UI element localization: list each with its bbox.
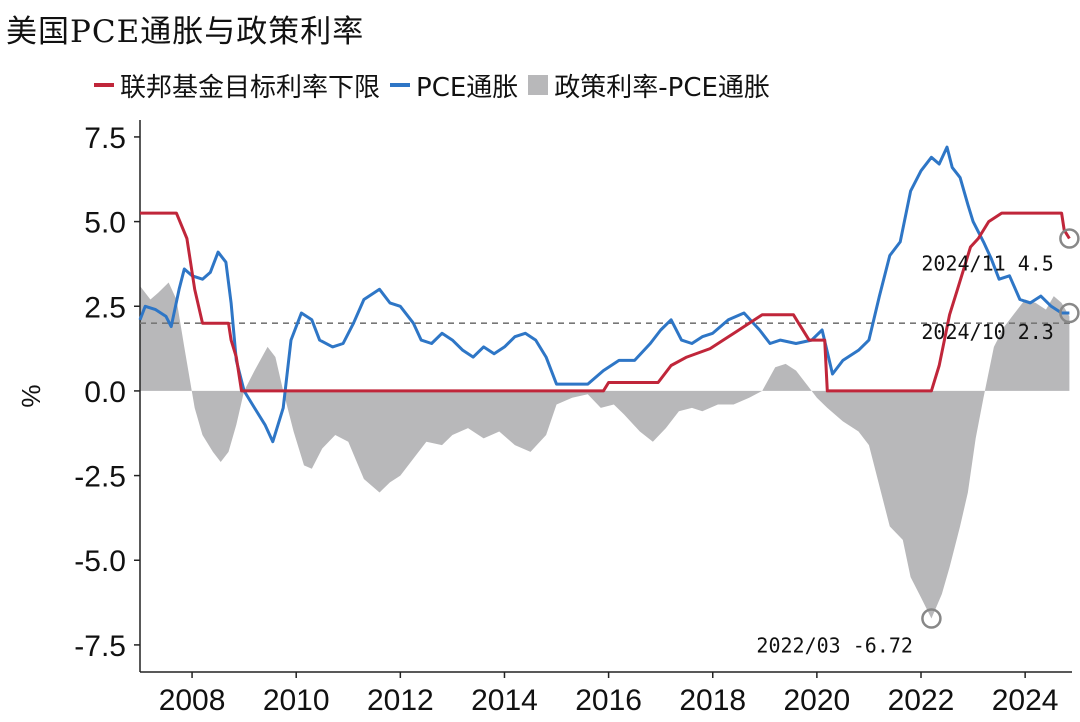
x-tick-label: 2020 <box>783 684 850 717</box>
series-line-policy-rate <box>140 211 1071 393</box>
y-tick-label: 5.0 <box>84 207 126 240</box>
legend-swatch-pce <box>390 83 411 87</box>
annotation-marker <box>1059 228 1080 249</box>
y-tick-label: 7.5 <box>84 122 126 155</box>
legend: 联邦基金目标利率下限 PCE通胀 政策利率-PCE通胀 <box>94 62 780 108</box>
annotation-marker <box>1059 302 1080 324</box>
series-line-pce <box>138 145 1070 444</box>
legend-item-spread: 政策利率-PCE通胀 <box>528 67 770 104</box>
x-tick-label: 2016 <box>575 684 642 717</box>
legend-swatch-policy-rate <box>94 83 114 87</box>
chart-title: 美国PCE通胀与政策利率 <box>6 14 365 50</box>
x-tick-label: 2008 <box>159 684 226 717</box>
legend-swatch-spread <box>528 75 549 95</box>
annotations-layer: 2024/11 4.5 2024/10 2.3 2022/03 -6.72 <box>756 228 1080 657</box>
annotation-label: 2022/03 -6.72 <box>756 633 913 657</box>
series-area-spread <box>140 282 1070 619</box>
x-tick-label: 2012 <box>367 684 434 717</box>
annotation-label: 2024/11 4.5 <box>921 252 1053 276</box>
x-tick-label: 2022 <box>888 684 955 717</box>
legend-item-pce: PCE通胀 <box>390 67 518 104</box>
x-tick-label: 2010 <box>263 684 330 717</box>
annotation-label: 2024/10 2.3 <box>921 320 1053 344</box>
x-tick-label: 2014 <box>471 684 538 717</box>
y-tick-label: 2.5 <box>84 291 126 324</box>
y-tick-label: -5.0 <box>74 545 126 578</box>
x-tick-label: 2024 <box>992 684 1059 717</box>
y-tick-label: -2.5 <box>74 461 126 494</box>
legend-label-pce: PCE通胀 <box>416 72 519 103</box>
x-tick-label: 2018 <box>679 684 746 717</box>
y-tick-label: 0.0 <box>84 376 126 409</box>
y-axis-label: % <box>16 384 46 407</box>
legend-label-spread: 政策利率-PCE通胀 <box>554 72 770 103</box>
axes-layer: 7.5 5.0 2.5 0.0 -2.5 -5.0 -7.5 2008 2010 2012 2014… <box>16 120 1072 717</box>
annotation-marker <box>921 608 942 629</box>
legend-label-policy-rate: 联邦基金目标利率下限 <box>120 72 381 103</box>
spread-area-layer <box>140 282 1070 619</box>
series-lines-layer <box>138 145 1071 444</box>
legend-item-policy-rate: 联邦基金目标利率下限 <box>94 67 380 104</box>
y-tick-label: -7.5 <box>74 630 126 663</box>
